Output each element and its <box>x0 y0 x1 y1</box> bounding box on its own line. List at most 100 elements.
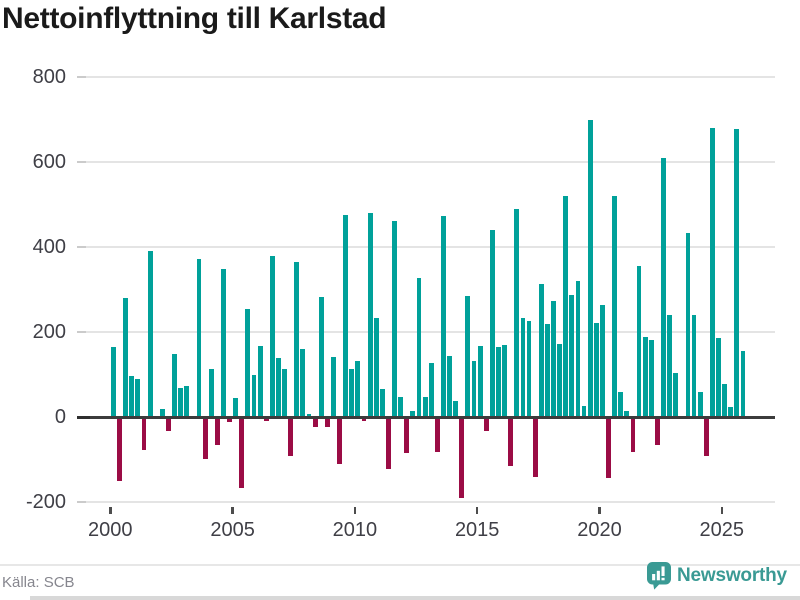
bar <box>502 344 507 417</box>
bar <box>178 387 184 417</box>
bar <box>496 347 501 417</box>
y-axis-tick <box>77 415 90 419</box>
bar <box>257 346 263 417</box>
bar <box>673 373 679 417</box>
source-label: Källa: SCB <box>2 574 75 591</box>
bar <box>453 400 459 417</box>
x-axis-tick <box>109 507 112 514</box>
bar <box>477 346 483 417</box>
bar <box>263 418 269 422</box>
x-axis-label: 2000 <box>88 519 133 541</box>
bar <box>251 374 257 417</box>
bar <box>324 418 330 427</box>
bar <box>172 354 177 417</box>
bar <box>361 418 367 421</box>
bar <box>379 388 385 417</box>
bar <box>276 357 281 417</box>
bar <box>410 410 416 417</box>
bar <box>300 348 306 417</box>
bar <box>551 301 556 417</box>
bar <box>654 418 660 445</box>
y-axis-label: 800 <box>32 66 66 88</box>
bar <box>159 408 165 417</box>
y-axis-label: -200 <box>25 491 66 513</box>
bar <box>233 397 239 417</box>
bar <box>575 281 581 417</box>
bar <box>337 418 342 464</box>
x-axis-tick <box>720 507 724 514</box>
bar <box>135 378 141 417</box>
bar <box>703 418 709 457</box>
bar <box>373 317 379 417</box>
y-axis-label: 600 <box>32 151 66 173</box>
bar <box>239 418 245 489</box>
bar <box>422 397 428 417</box>
bar <box>483 418 489 431</box>
bar <box>349 368 355 417</box>
bar <box>728 406 734 417</box>
y-axis-label: 0 <box>54 406 66 428</box>
newsworthy-logo[interactable]: Newsworthy <box>646 560 796 592</box>
bar <box>630 418 636 452</box>
bar <box>202 418 208 460</box>
bar <box>618 391 624 417</box>
bar <box>459 418 465 499</box>
bar <box>569 295 575 417</box>
bar <box>709 128 715 417</box>
x-axis-label: 2020 <box>577 519 622 541</box>
bar <box>367 213 373 417</box>
bar <box>593 322 599 417</box>
bar <box>508 418 514 466</box>
bar <box>599 304 605 417</box>
bar <box>441 215 446 417</box>
bar <box>722 384 728 417</box>
bar <box>447 355 452 417</box>
bar <box>642 336 648 417</box>
bar <box>526 321 532 417</box>
bar <box>661 157 666 417</box>
bar <box>624 410 630 417</box>
gridline <box>85 76 775 78</box>
bar <box>312 418 318 428</box>
bar <box>538 283 544 417</box>
bar <box>428 362 434 417</box>
x-axis-label: 2015 <box>454 519 500 541</box>
bar <box>294 262 300 417</box>
bar <box>288 418 294 456</box>
bar <box>386 418 391 469</box>
bar <box>147 251 153 417</box>
bar <box>581 405 587 417</box>
newsworthy-speech-bubble-icon <box>647 562 671 590</box>
bar <box>123 298 129 417</box>
y-axis-tick <box>77 246 86 248</box>
bar <box>184 385 190 417</box>
bar <box>208 368 214 417</box>
bar <box>221 269 226 417</box>
x-axis-tick <box>475 507 479 514</box>
gridline <box>85 501 775 503</box>
bar <box>227 418 232 423</box>
bar <box>166 418 171 432</box>
bar <box>404 418 410 454</box>
y-axis-label: 200 <box>32 321 66 343</box>
bar <box>245 309 251 417</box>
bar <box>465 296 471 417</box>
bar <box>471 360 477 417</box>
y-axis-tick <box>77 76 86 78</box>
bar <box>544 323 550 417</box>
gridline <box>85 161 775 163</box>
bar <box>514 208 520 417</box>
bar <box>214 418 220 446</box>
bar <box>117 418 122 482</box>
bar <box>636 265 642 417</box>
bar <box>398 397 404 417</box>
bar <box>355 360 361 417</box>
plot-area <box>85 76 775 503</box>
bottom-accent-bar <box>30 596 800 600</box>
bar <box>587 119 593 417</box>
bar <box>532 418 538 477</box>
bar <box>111 346 116 417</box>
bar <box>740 351 746 417</box>
zero-axis-line <box>85 415 775 419</box>
